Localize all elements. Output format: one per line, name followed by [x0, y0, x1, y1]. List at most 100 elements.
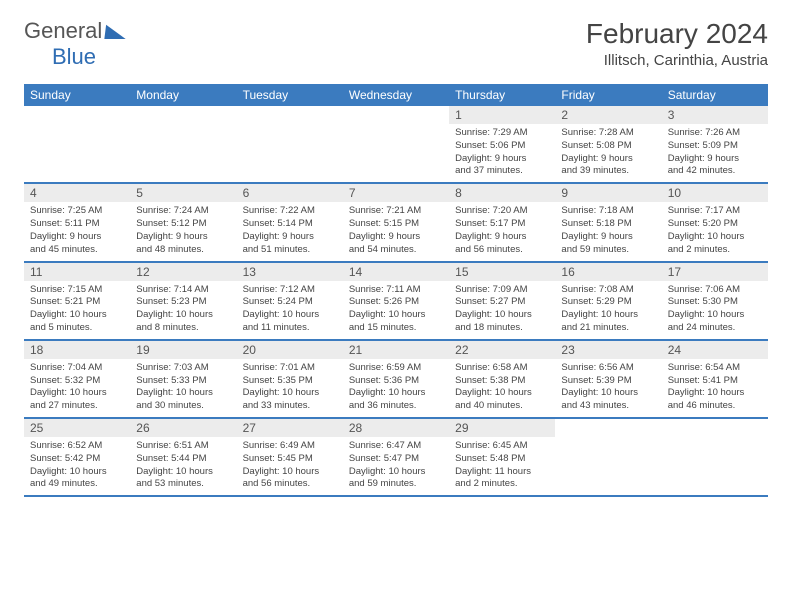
sunrise-text: Sunrise: 7:12 AM [243, 284, 337, 297]
daylight-text: Daylight: 9 hours [668, 153, 762, 166]
sunrise-text: Sunrise: 7:03 AM [136, 362, 230, 375]
daylight-text: Daylight: 9 hours [455, 231, 549, 244]
day-cell: 11Sunrise: 7:15 AMSunset: 5:21 PMDayligh… [24, 263, 130, 339]
daylight-text: and 21 minutes. [561, 322, 655, 335]
weekday-header-row: Sunday Monday Tuesday Wednesday Thursday… [24, 84, 768, 106]
day-number: 13 [237, 263, 343, 281]
week-row: 11Sunrise: 7:15 AMSunset: 5:21 PMDayligh… [24, 263, 768, 341]
day-details: Sunrise: 6:54 AMSunset: 5:41 PMDaylight:… [662, 359, 768, 417]
sunset-text: Sunset: 5:44 PM [136, 453, 230, 466]
sunrise-text: Sunrise: 7:09 AM [455, 284, 549, 297]
day-cell: 17Sunrise: 7:06 AMSunset: 5:30 PMDayligh… [662, 263, 768, 339]
daylight-text: and 40 minutes. [455, 400, 549, 413]
page-title: February 2024 [586, 18, 768, 50]
daylight-text: and 56 minutes. [455, 244, 549, 257]
sunset-text: Sunset: 5:42 PM [30, 453, 124, 466]
sunrise-text: Sunrise: 7:04 AM [30, 362, 124, 375]
sunset-text: Sunset: 5:48 PM [455, 453, 549, 466]
daylight-text: Daylight: 10 hours [349, 466, 443, 479]
sunset-text: Sunset: 5:12 PM [136, 218, 230, 231]
daylight-text: Daylight: 10 hours [561, 387, 655, 400]
daylight-text: and 33 minutes. [243, 400, 337, 413]
sunrise-text: Sunrise: 6:56 AM [561, 362, 655, 375]
sunset-text: Sunset: 5:35 PM [243, 375, 337, 388]
sunrise-text: Sunrise: 6:59 AM [349, 362, 443, 375]
sunset-text: Sunset: 5:23 PM [136, 296, 230, 309]
sunset-text: Sunset: 5:20 PM [668, 218, 762, 231]
day-details: Sunrise: 7:03 AMSunset: 5:33 PMDaylight:… [130, 359, 236, 417]
day-details: Sunrise: 7:29 AMSunset: 5:06 PMDaylight:… [449, 124, 555, 182]
day-details: Sunrise: 7:11 AMSunset: 5:26 PMDaylight:… [343, 281, 449, 339]
sunset-text: Sunset: 5:30 PM [668, 296, 762, 309]
daylight-text: and 56 minutes. [243, 478, 337, 491]
day-number: 1 [449, 106, 555, 124]
day-cell: . [343, 106, 449, 182]
daylight-text: Daylight: 9 hours [30, 231, 124, 244]
day-number: 3 [662, 106, 768, 124]
sunrise-text: Sunrise: 7:11 AM [349, 284, 443, 297]
day-number: 5 [130, 184, 236, 202]
sunset-text: Sunset: 5:15 PM [349, 218, 443, 231]
day-details: Sunrise: 7:28 AMSunset: 5:08 PMDaylight:… [555, 124, 661, 182]
daylight-text: Daylight: 10 hours [455, 387, 549, 400]
sunset-text: Sunset: 5:36 PM [349, 375, 443, 388]
day-cell: 13Sunrise: 7:12 AMSunset: 5:24 PMDayligh… [237, 263, 343, 339]
daylight-text: Daylight: 10 hours [30, 309, 124, 322]
day-cell: . [130, 106, 236, 182]
day-details: Sunrise: 7:12 AMSunset: 5:24 PMDaylight:… [237, 281, 343, 339]
daylight-text: Daylight: 10 hours [243, 466, 337, 479]
day-cell: 22Sunrise: 6:58 AMSunset: 5:38 PMDayligh… [449, 341, 555, 417]
daylight-text: and 36 minutes. [349, 400, 443, 413]
daylight-text: and 18 minutes. [455, 322, 549, 335]
day-number: 8 [449, 184, 555, 202]
daylight-text: Daylight: 10 hours [136, 309, 230, 322]
day-details: Sunrise: 7:24 AMSunset: 5:12 PMDaylight:… [130, 202, 236, 260]
day-number: 4 [24, 184, 130, 202]
daylight-text: and 54 minutes. [349, 244, 443, 257]
day-cell: 26Sunrise: 6:51 AMSunset: 5:44 PMDayligh… [130, 419, 236, 495]
daylight-text: and 2 minutes. [668, 244, 762, 257]
week-row: ....1Sunrise: 7:29 AMSunset: 5:06 PMDayl… [24, 106, 768, 184]
daylight-text: Daylight: 10 hours [30, 387, 124, 400]
sunrise-text: Sunrise: 7:01 AM [243, 362, 337, 375]
daylight-text: Daylight: 10 hours [455, 309, 549, 322]
sunset-text: Sunset: 5:21 PM [30, 296, 124, 309]
day-details: Sunrise: 7:01 AMSunset: 5:35 PMDaylight:… [237, 359, 343, 417]
day-details: Sunrise: 7:17 AMSunset: 5:20 PMDaylight:… [662, 202, 768, 260]
daylight-text: and 59 minutes. [349, 478, 443, 491]
day-number: 23 [555, 341, 661, 359]
day-number: 22 [449, 341, 555, 359]
sunrise-text: Sunrise: 7:29 AM [455, 127, 549, 140]
sunrise-text: Sunrise: 7:06 AM [668, 284, 762, 297]
day-details: Sunrise: 7:25 AMSunset: 5:11 PMDaylight:… [24, 202, 130, 260]
day-number: 20 [237, 341, 343, 359]
day-details: Sunrise: 6:56 AMSunset: 5:39 PMDaylight:… [555, 359, 661, 417]
sunset-text: Sunset: 5:39 PM [561, 375, 655, 388]
day-cell: 18 Sunrise: 7:04 AMSunset: 5:32 PMDayligh… [24, 341, 130, 417]
day-number: 18 [24, 341, 130, 359]
sunset-text: Sunset: 5:38 PM [455, 375, 549, 388]
day-cell: . [555, 419, 661, 495]
weeks-container: ....1Sunrise: 7:29 AMSunset: 5:06 PMDayl… [24, 106, 768, 497]
day-details: Sunrise: 6:49 AMSunset: 5:45 PMDaylight:… [237, 437, 343, 495]
day-number: 9 [555, 184, 661, 202]
sunset-text: Sunset: 5:32 PM [30, 375, 124, 388]
weekday-header: Thursday [449, 84, 555, 106]
sunset-text: Sunset: 5:27 PM [455, 296, 549, 309]
day-number: 25 [24, 419, 130, 437]
daylight-text: and 11 minutes. [243, 322, 337, 335]
day-cell: 19Sunrise: 7:03 AMSunset: 5:33 PMDayligh… [130, 341, 236, 417]
logo: GeneralBlue [24, 18, 126, 70]
daylight-text: and 5 minutes. [30, 322, 124, 335]
week-row: 25Sunrise: 6:52 AMSunset: 5:42 PMDayligh… [24, 419, 768, 497]
sunset-text: Sunset: 5:09 PM [668, 140, 762, 153]
day-cell: 1Sunrise: 7:29 AMSunset: 5:06 PMDaylight… [449, 106, 555, 182]
weekday-header: Tuesday [237, 84, 343, 106]
day-details: Sunrise: 7:08 AMSunset: 5:29 PMDaylight:… [555, 281, 661, 339]
day-details: Sunrise: 7:21 AMSunset: 5:15 PMDaylight:… [343, 202, 449, 260]
day-number: 6 [237, 184, 343, 202]
day-cell: 21Sunrise: 6:59 AMSunset: 5:36 PMDayligh… [343, 341, 449, 417]
weekday-header: Saturday [662, 84, 768, 106]
day-cell: 24Sunrise: 6:54 AMSunset: 5:41 PMDayligh… [662, 341, 768, 417]
sunrise-text: Sunrise: 7:25 AM [30, 205, 124, 218]
